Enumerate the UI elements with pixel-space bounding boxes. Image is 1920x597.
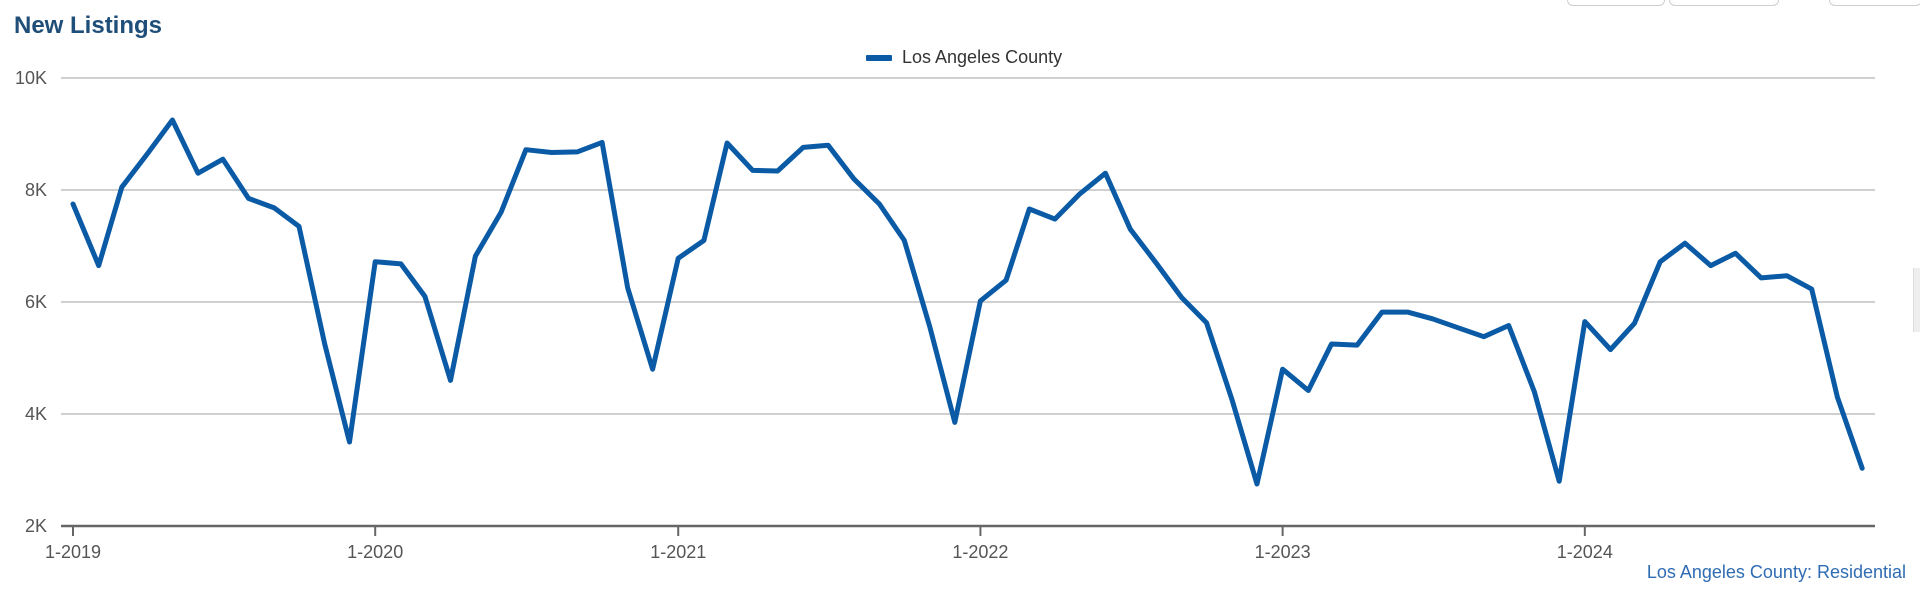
data-point[interactable] xyxy=(674,254,682,262)
data-point[interactable] xyxy=(700,236,708,244)
x-tick-label: 1-2020 xyxy=(347,542,403,562)
data-point[interactable] xyxy=(1858,464,1866,472)
data-point[interactable] xyxy=(649,365,657,373)
data-point[interactable] xyxy=(723,139,731,147)
y-tick-label: 4K xyxy=(25,404,47,424)
data-point[interactable] xyxy=(1404,308,1412,316)
series-line[interactable] xyxy=(70,117,1865,487)
legend[interactable]: Los Angeles County xyxy=(866,47,1062,68)
data-point[interactable] xyxy=(346,438,354,446)
data-point[interactable] xyxy=(1126,225,1134,233)
data-point[interactable] xyxy=(522,146,530,154)
data-point[interactable] xyxy=(1656,258,1664,266)
data-point[interactable] xyxy=(497,208,505,216)
data-point[interactable] xyxy=(194,169,202,177)
data-point[interactable] xyxy=(824,141,832,149)
data-point[interactable] xyxy=(900,236,908,244)
data-point[interactable] xyxy=(1555,477,1563,485)
data-point[interactable] xyxy=(447,376,455,384)
data-point[interactable] xyxy=(1279,365,1287,373)
data-point[interactable] xyxy=(1428,315,1436,323)
data-point[interactable] xyxy=(1757,274,1765,282)
data-point[interactable] xyxy=(1152,259,1160,267)
y-tick-label: 2K xyxy=(25,516,47,536)
toolbar-button[interactable] xyxy=(1829,0,1920,6)
data-point[interactable] xyxy=(371,258,379,266)
chart-title: New Listings xyxy=(14,12,163,39)
data-point[interactable] xyxy=(1480,333,1488,341)
data-point[interactable] xyxy=(548,148,556,156)
data-point[interactable] xyxy=(624,284,632,292)
data-point[interactable] xyxy=(1530,388,1538,396)
data-point[interactable] xyxy=(471,252,479,260)
data-point[interactable] xyxy=(573,148,581,156)
data-point[interactable] xyxy=(1002,276,1010,284)
y-tick-label: 8K xyxy=(25,180,47,200)
legend-label: Los Angeles County xyxy=(902,47,1063,67)
data-point[interactable] xyxy=(168,116,176,124)
data-point[interactable] xyxy=(1606,346,1614,354)
x-tick-label: 1-2021 xyxy=(650,542,706,562)
data-point[interactable] xyxy=(799,143,807,151)
legend-swatch xyxy=(866,54,892,61)
data-point[interactable] xyxy=(1783,272,1791,280)
data-point[interactable] xyxy=(1025,205,1033,213)
data-point[interactable] xyxy=(1833,393,1841,401)
y-tick-label: 10K xyxy=(15,68,47,88)
data-point[interactable] xyxy=(1707,262,1715,270)
data-point[interactable] xyxy=(850,175,858,183)
data-point[interactable] xyxy=(144,150,152,158)
data-point[interactable] xyxy=(219,155,227,163)
data-point[interactable] xyxy=(1101,169,1109,177)
data-point[interactable] xyxy=(1228,396,1236,404)
source-label[interactable]: Los Angeles County: Residential xyxy=(1646,562,1906,582)
data-point[interactable] xyxy=(118,183,126,191)
data-point[interactable] xyxy=(1732,249,1740,257)
data-point[interactable] xyxy=(1253,480,1261,488)
data-point[interactable] xyxy=(1505,322,1513,330)
data-point[interactable] xyxy=(598,138,606,146)
data-point[interactable] xyxy=(95,262,103,270)
data-point[interactable] xyxy=(295,222,303,230)
data-point[interactable] xyxy=(1808,285,1816,293)
data-point[interactable] xyxy=(749,166,757,174)
data-point[interactable] xyxy=(1327,340,1335,348)
data-point[interactable] xyxy=(951,418,959,426)
data-point[interactable] xyxy=(1454,324,1462,332)
data-point[interactable] xyxy=(245,194,253,202)
x-tick-label: 1-2024 xyxy=(1557,542,1613,562)
data-point[interactable] xyxy=(774,167,782,175)
data-point[interactable] xyxy=(1076,190,1084,198)
data-point[interactable] xyxy=(1051,215,1059,223)
data-point[interactable] xyxy=(1304,386,1312,394)
data-point[interactable] xyxy=(1681,239,1689,247)
x-tick-label: 1-2019 xyxy=(45,542,101,562)
x-tick-label: 1-2023 xyxy=(1255,542,1311,562)
data-point[interactable] xyxy=(1202,319,1210,327)
data-point[interactable] xyxy=(1631,319,1639,327)
data-point[interactable] xyxy=(926,323,934,331)
data-point[interactable] xyxy=(321,340,329,348)
data-point[interactable] xyxy=(421,292,429,300)
data-point[interactable] xyxy=(1378,308,1386,316)
scroll-handle[interactable] xyxy=(1913,268,1920,332)
data-point[interactable] xyxy=(270,204,278,212)
data-point[interactable] xyxy=(1581,318,1589,326)
data-point[interactable] xyxy=(1178,294,1186,302)
y-tick-label: 6K xyxy=(25,292,47,312)
data-point[interactable] xyxy=(69,200,77,208)
data-point[interactable] xyxy=(976,297,984,305)
data-point[interactable] xyxy=(875,200,883,208)
data-point[interactable] xyxy=(397,260,405,268)
data-point[interactable] xyxy=(1353,341,1361,349)
x-tick-label: 1-2022 xyxy=(952,542,1008,562)
